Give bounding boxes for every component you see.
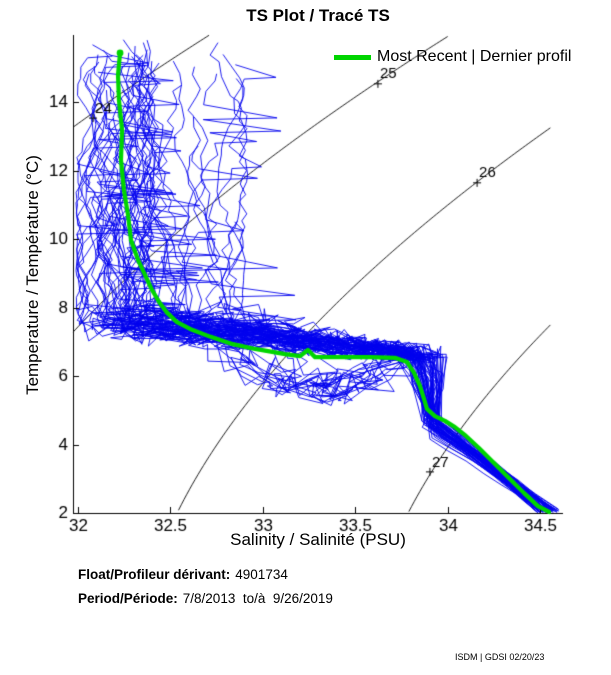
legend-label: Most Recent | Dernier profil: [377, 48, 572, 65]
credit-text: ISDM | GDSI 02/20/23: [455, 652, 545, 662]
legend: Most Recent | Dernier profil: [334, 48, 571, 66]
float-id-value: 4901734: [235, 567, 288, 582]
plot-title: TS Plot / Tracé TS: [246, 6, 390, 25]
period-label: Period/Période:: [78, 591, 178, 606]
float-id-label: Float/Profileur dérivant:: [78, 567, 231, 582]
legend-line-swatch: [334, 54, 371, 60]
y-axis-label: Temperature / Température (°C): [23, 155, 42, 395]
x-axis-label: Salinity / Salinité (PSU): [230, 530, 406, 549]
float-id-line: Float/Profileur dérivant: 4901734: [78, 567, 288, 582]
period-line: Period/Période: 7/8/2013 to/à 9/26/2019: [78, 591, 333, 606]
period-value: 7/8/2013 to/à 9/26/2019: [182, 591, 333, 606]
